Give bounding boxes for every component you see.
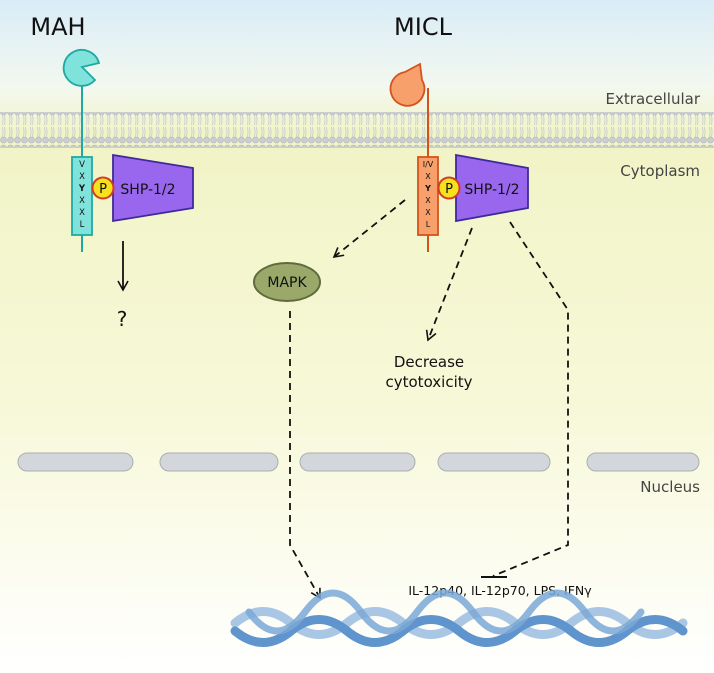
dna-strand-cross [245, 589, 645, 635]
micl-ligand-domain [389, 62, 426, 107]
micl-motif-residue: I/V [423, 160, 434, 169]
micl-phospho-circle [437, 176, 461, 200]
nucleus-label: Nucleus [640, 478, 700, 496]
mah-title: MAH [30, 13, 85, 41]
micl-motif-residue: Y [424, 184, 431, 193]
mah-shp-phosphatase [112, 153, 194, 223]
extracellular-label: Extracellular [606, 90, 701, 108]
dna-helix-icon [230, 589, 688, 647]
micl-phospho-label: P [445, 182, 453, 197]
micl-shp-label: SHP-1/2 [464, 182, 519, 198]
micl-to-mapk-arrow [332, 199, 406, 259]
pathways [289, 199, 569, 600]
dna-strand-back [230, 607, 688, 639]
mapk-node [253, 262, 321, 302]
mah-motif-residue: V [79, 160, 85, 170]
micl-shp-phosphatase [455, 153, 529, 223]
mah-motif: V X Y X X L [78, 160, 86, 230]
mah-motif-residue: L [80, 220, 85, 230]
cytotoxicity-label: cytotoxicity [386, 373, 473, 391]
decrease-label: Decrease [394, 353, 464, 371]
micl-motif-residue: L [426, 220, 431, 229]
mapk-to-dna-arrow [289, 311, 321, 600]
micl-motif-residue: X [425, 196, 431, 205]
mah-motif-residue: X [79, 196, 85, 206]
mah-shp-label: SHP-1/2 [120, 182, 175, 198]
mah-receptor: MAH V X Y X X L SHP-1/2 P ? [30, 13, 194, 331]
dna-strand-front [230, 615, 688, 647]
micl-receptor: MICL I/V X Y X X L SHP-1/2 P [389, 13, 529, 252]
mah-ligand-domain [62, 49, 101, 87]
mapk-label: MAPK [267, 275, 307, 291]
micl-to-cytotoxicity-arrow [425, 227, 473, 342]
unknown-label: ? [117, 307, 128, 331]
cytoplasm-label: Cytoplasm [620, 162, 700, 180]
micl-motif-residue: X [425, 208, 431, 217]
mah-motif-residue: Y [78, 184, 86, 194]
micl-motif: I/V X Y X X L [423, 160, 434, 229]
micl-motif-residue: X [425, 172, 431, 181]
mah-motif-residue: X [79, 208, 85, 218]
mah-phospho-circle [91, 176, 115, 200]
mah-motif-residue: X [79, 172, 85, 182]
micl-inhibition-line [492, 221, 569, 577]
cell-membrane [0, 112, 714, 148]
nuclear-envelope [17, 452, 700, 472]
micl-title: MICL [394, 13, 453, 41]
mah-phospho-label: P [99, 182, 107, 197]
